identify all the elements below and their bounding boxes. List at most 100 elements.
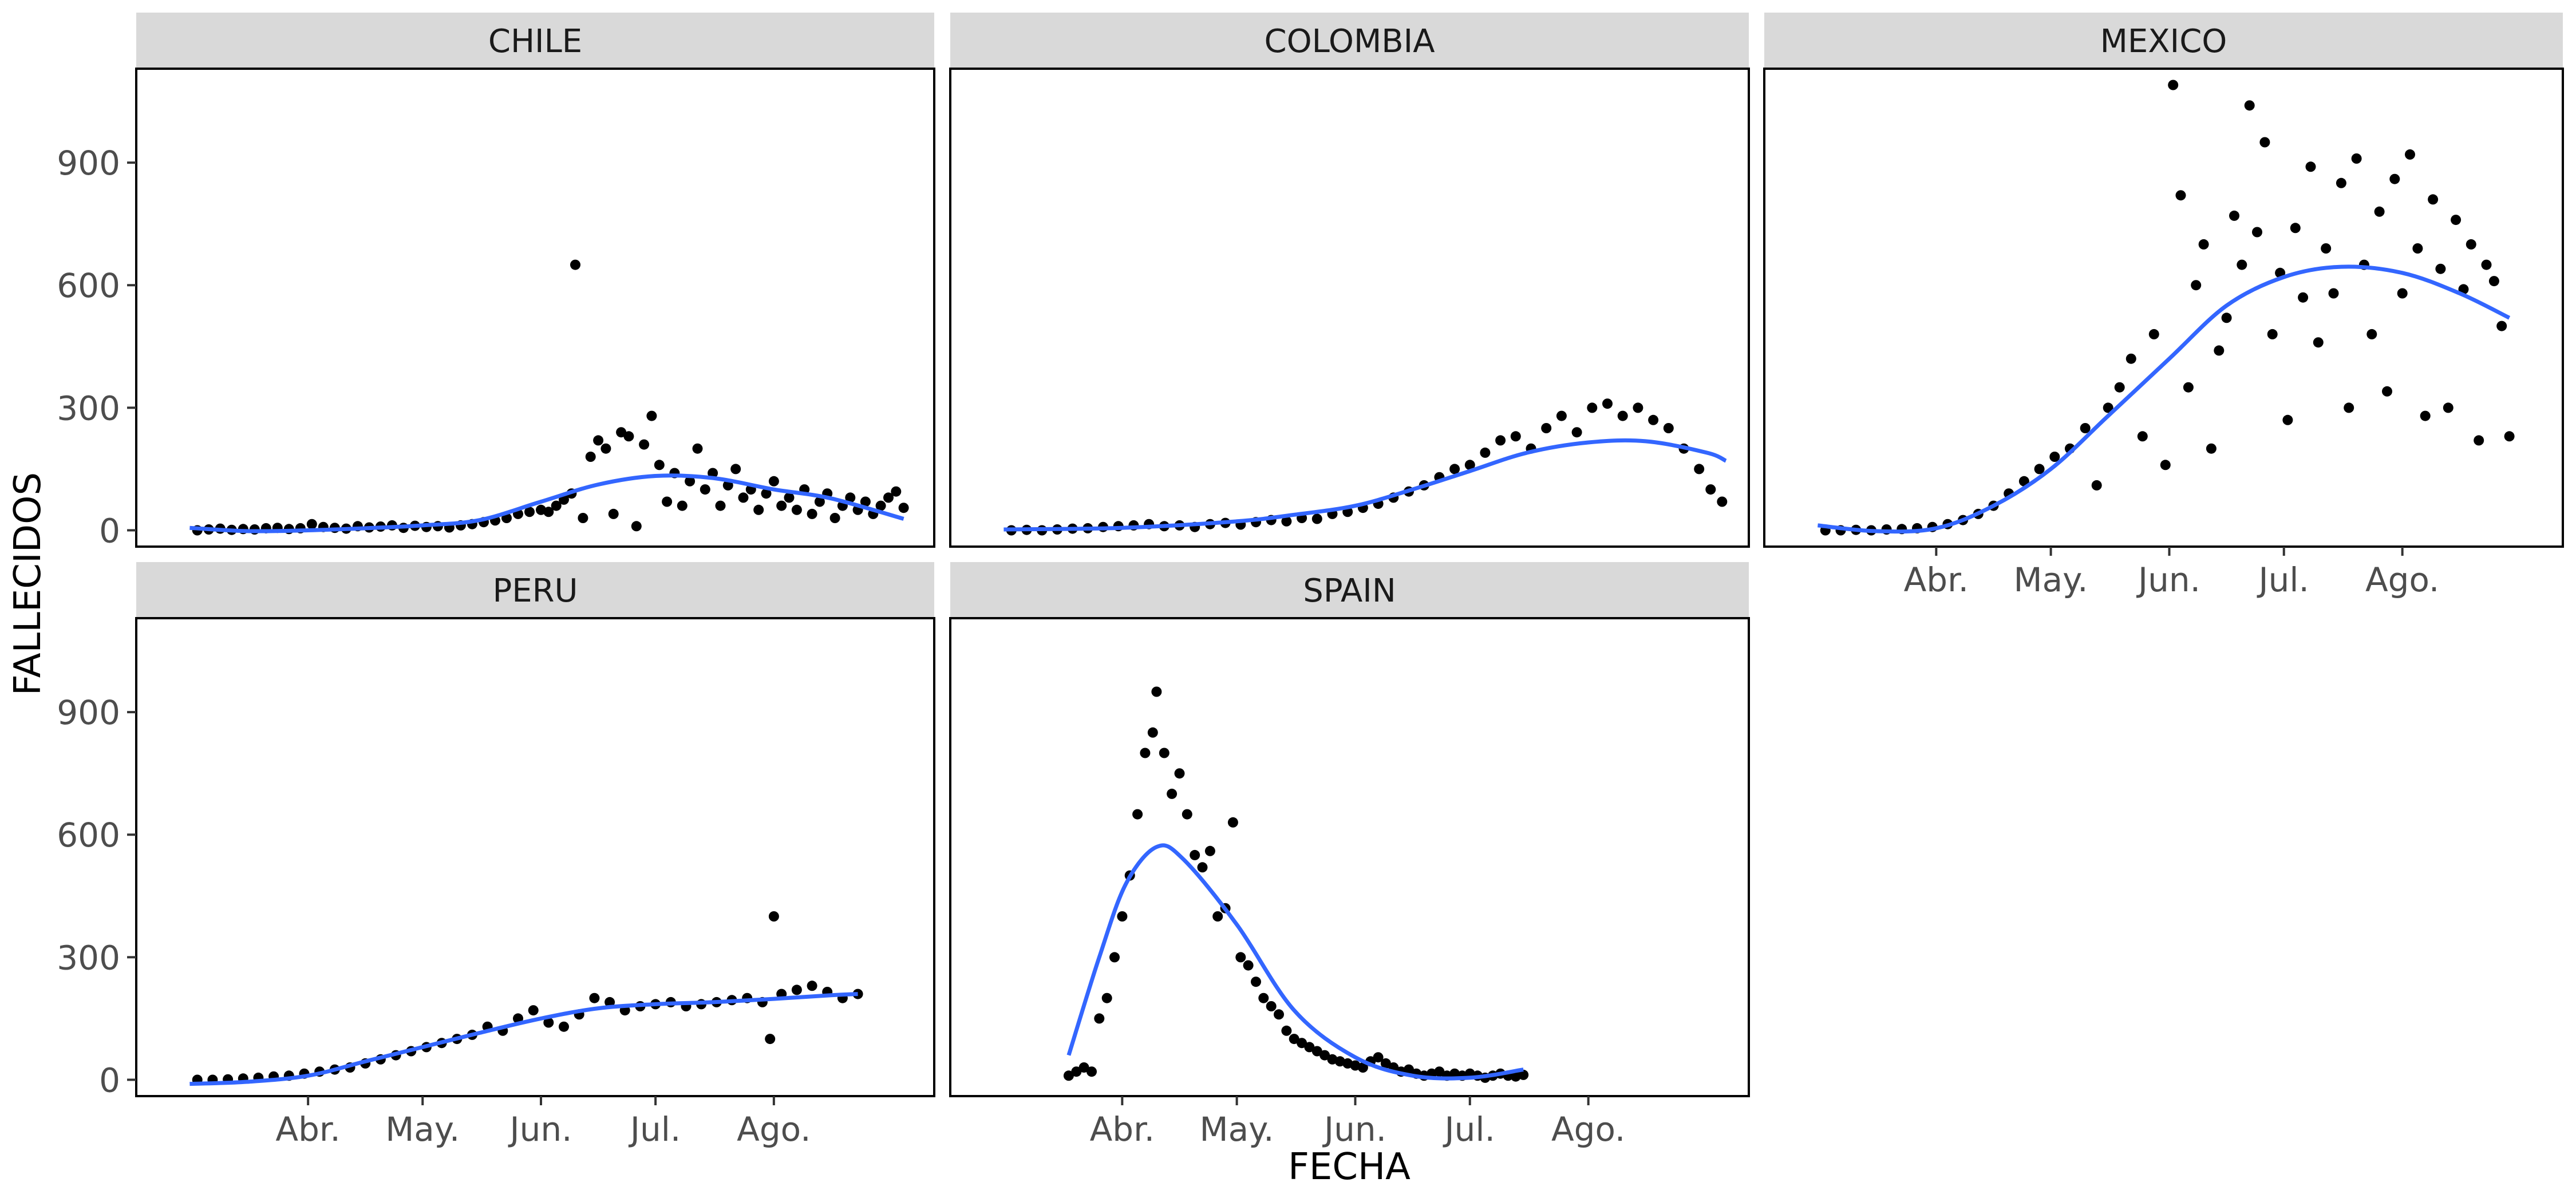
- data-point: [1311, 1046, 1322, 1057]
- smooth-line-chile: [189, 473, 904, 533]
- data-point: [2290, 223, 2301, 234]
- data-point: [1464, 460, 1475, 470]
- data-point: [791, 504, 802, 515]
- data-point: [1518, 1069, 1529, 1080]
- data-point: [2420, 410, 2431, 421]
- data-point: [2428, 194, 2439, 205]
- data-point: [608, 508, 619, 519]
- data-point: [2405, 149, 2415, 160]
- data-point: [1434, 1066, 1445, 1077]
- data-point: [768, 476, 779, 487]
- y-tick-label: 300: [57, 389, 120, 428]
- data-point: [1495, 435, 1506, 446]
- strip-label-peru: PERU: [492, 572, 578, 610]
- data-point: [543, 1017, 554, 1028]
- points-mexico: [1820, 80, 2515, 536]
- data-point: [528, 1005, 539, 1016]
- data-point: [1289, 1034, 1299, 1045]
- data-point: [1227, 817, 1238, 828]
- data-point: [2344, 402, 2354, 413]
- data-point: [2382, 386, 2392, 397]
- y-axis-title: FALLECIDOS: [7, 472, 49, 695]
- data-point: [784, 492, 795, 503]
- data-point: [829, 513, 840, 523]
- data-point: [2336, 177, 2346, 188]
- data-point: [2466, 239, 2476, 250]
- data-point: [1281, 516, 1292, 527]
- data-point: [1078, 1062, 1089, 1073]
- data-point: [1297, 1038, 1307, 1049]
- data-point: [891, 486, 902, 497]
- data-point: [2351, 153, 2362, 164]
- x-tick-label: May.: [1200, 1110, 1274, 1149]
- data-point: [1109, 952, 1120, 963]
- data-point: [2305, 161, 2316, 172]
- panels-layer: CHILE COLOMBIA MEXICO PERU SPAIN: [135, 13, 2564, 1097]
- data-point: [2206, 443, 2217, 454]
- panel-colombia: COLOMBIA: [949, 13, 1750, 548]
- data-point: [2137, 431, 2148, 442]
- data-point: [2504, 431, 2515, 442]
- data-point: [662, 496, 673, 507]
- data-point: [570, 259, 580, 270]
- data-point: [2451, 215, 2462, 226]
- data-point: [1510, 431, 1521, 442]
- y-tick-label: 600: [57, 266, 120, 305]
- points-spain: [1063, 686, 1529, 1083]
- y-tick-label: 0: [99, 511, 120, 550]
- y-tick-label: 300: [57, 938, 120, 977]
- panel-spain: SPAIN: [949, 562, 1750, 1097]
- data-point: [1147, 727, 1158, 738]
- y-tick-label: 0: [99, 1061, 120, 1100]
- data-point: [1571, 427, 1582, 438]
- smooth-line-spain: [1066, 843, 1524, 1081]
- data-point: [1117, 911, 1128, 922]
- data-point: [605, 997, 615, 1007]
- y-tick-label: 900: [57, 693, 120, 732]
- data-point: [589, 993, 600, 1003]
- strip-spain: [950, 562, 1749, 618]
- data-point: [2481, 259, 2492, 270]
- data-point: [1380, 1058, 1391, 1069]
- data-point: [593, 435, 604, 446]
- data-point: [2160, 460, 2171, 470]
- x-tick-label: Jun.: [1322, 1110, 1386, 1149]
- data-point: [1243, 960, 1254, 971]
- panel-frame-mexico: [1763, 68, 2564, 548]
- data-point: [753, 504, 764, 515]
- data-point: [2175, 190, 2186, 201]
- data-point: [2259, 137, 2270, 148]
- data-point: [2114, 382, 2125, 393]
- strip-mexico: [1764, 13, 2563, 69]
- data-point: [631, 521, 642, 532]
- data-point: [2412, 243, 2423, 254]
- smooth-line-peru: [189, 992, 858, 1086]
- x-tick-label: Jun.: [2136, 560, 2200, 599]
- x-tick-label: Jul.: [1443, 1110, 1495, 1149]
- panel-frame-colombia: [949, 68, 1750, 548]
- data-point: [1587, 402, 1598, 413]
- data-point: [1063, 1070, 1074, 1081]
- data-point: [2267, 329, 2278, 339]
- x-axis-title: FECHA: [1288, 1146, 1411, 1188]
- data-point: [1167, 788, 1178, 799]
- data-point: [2091, 480, 2102, 491]
- data-point: [1373, 1052, 1384, 1063]
- data-point: [2237, 259, 2247, 270]
- data-point: [2435, 263, 2446, 274]
- x-tick-label: Ago.: [2365, 560, 2439, 599]
- data-point: [1633, 402, 1643, 413]
- data-point: [1071, 1066, 1082, 1077]
- data-point: [807, 508, 817, 519]
- data-point: [2488, 276, 2499, 287]
- data-point: [600, 443, 611, 454]
- data-point: [1151, 686, 1162, 697]
- data-point: [1190, 849, 1200, 860]
- data-point: [791, 984, 802, 995]
- x-tick-label: Abr.: [1904, 560, 1969, 599]
- data-point: [700, 484, 710, 495]
- data-point: [1694, 464, 1705, 475]
- panel-chile: CHILE: [135, 13, 935, 548]
- data-point: [677, 500, 688, 511]
